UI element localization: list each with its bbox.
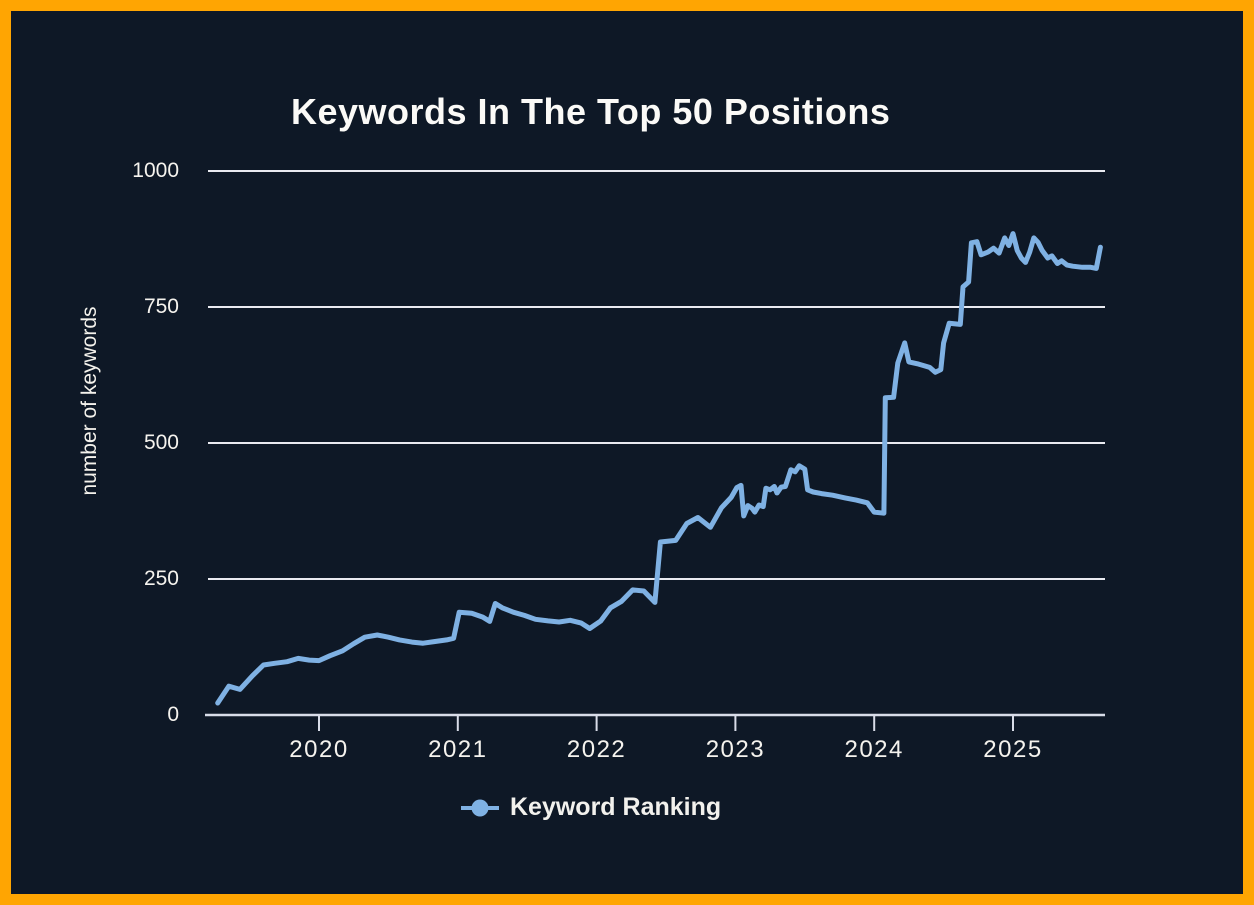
chart-inner-area: Keywords In The Top 50 Positions number … bbox=[11, 11, 1243, 894]
chart-title: Keywords In The Top 50 Positions bbox=[291, 91, 891, 132]
legend-item-keyword-ranking[interactable]: Keyword Ranking bbox=[461, 793, 721, 822]
legend-item-label: Keyword Ranking bbox=[510, 793, 722, 821]
legend-marker-icon bbox=[461, 799, 499, 816]
keyword-ranking-line bbox=[215, 231, 1103, 706]
legend: Keyword Ranking bbox=[461, 793, 721, 822]
x-tick-label-2024: 2024 bbox=[844, 736, 904, 763]
y-tick-label-750: 750 bbox=[143, 295, 179, 318]
y-tick-label-500: 500 bbox=[143, 431, 179, 454]
y-tick-label-0: 0 bbox=[167, 703, 179, 726]
x-tick-label-2023: 2023 bbox=[705, 736, 766, 763]
x-tick-label-2022: 2022 bbox=[566, 736, 627, 763]
plot-area bbox=[205, 170, 1105, 731]
x-tick-label-2020: 2020 bbox=[289, 736, 349, 763]
y-tick-label-250: 250 bbox=[143, 567, 179, 590]
x-tick-label-2021: 2021 bbox=[428, 736, 488, 763]
x-tick-label-2025: 2025 bbox=[983, 736, 1043, 763]
y-tick-label-1000: 1000 bbox=[132, 159, 179, 182]
